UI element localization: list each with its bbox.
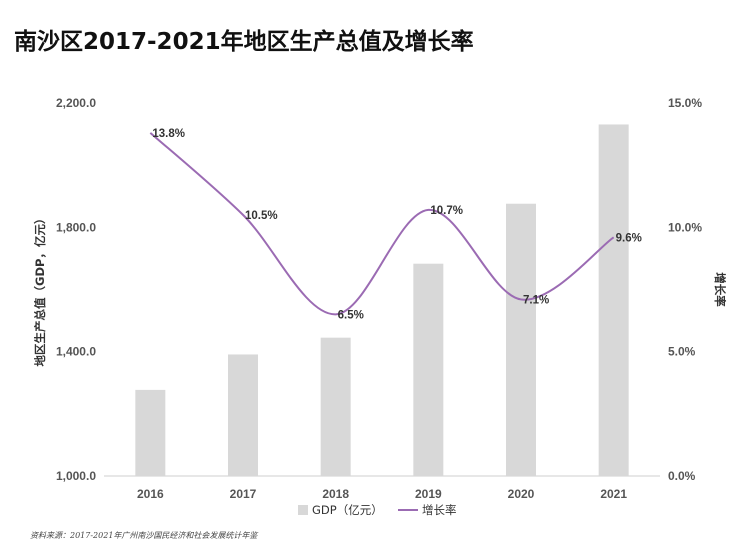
y2-tick-label: 0.0%	[668, 469, 696, 483]
y-tick-label: 2,200.0	[56, 96, 96, 110]
legend-label: GDP（亿元）	[312, 503, 383, 517]
bar	[413, 263, 444, 476]
data-label: 10.5%	[245, 210, 278, 222]
bar	[135, 389, 166, 476]
y2-tick-label: 10.0%	[668, 220, 702, 234]
bar	[228, 354, 258, 476]
y2-tick-label: 15.0%	[668, 96, 702, 110]
x-tick-label: 2019	[415, 487, 442, 501]
data-label: 7.1%	[523, 294, 549, 306]
legend-label: 增长率	[422, 503, 457, 517]
y2-tick-label: 5.0%	[668, 345, 696, 359]
source-note: 资料来源：2017-2021年广州南沙国民经济和社会发展统计年鉴	[30, 531, 258, 540]
y-tick-label: 1,000.0	[56, 469, 96, 483]
chart-title: 南沙区2017-2021年地区生产总值及增长率	[14, 29, 474, 55]
y-tick-label: 1,400.0	[56, 345, 96, 359]
legend-swatch-bar	[298, 505, 308, 515]
x-tick-label: 2017	[230, 487, 257, 501]
data-label: 6.5%	[338, 309, 364, 321]
bar	[506, 203, 536, 476]
y2-axis-title: 增长率	[713, 272, 727, 307]
x-tick-label: 2016	[137, 487, 164, 501]
data-label: 9.6%	[616, 232, 642, 244]
x-tick-label: 2018	[322, 487, 349, 501]
bar	[598, 124, 629, 476]
x-tick-label: 2020	[508, 487, 535, 501]
y-tick-label: 1,800.0	[56, 220, 96, 234]
bar	[320, 337, 351, 476]
x-tick-label: 2021	[600, 487, 627, 501]
growth-rate-line	[149, 132, 615, 316]
data-label: 10.7%	[430, 205, 463, 217]
data-label: 13.8%	[152, 128, 185, 140]
y-axis-title: 地区生产总值（GDP，亿元）	[33, 213, 47, 367]
